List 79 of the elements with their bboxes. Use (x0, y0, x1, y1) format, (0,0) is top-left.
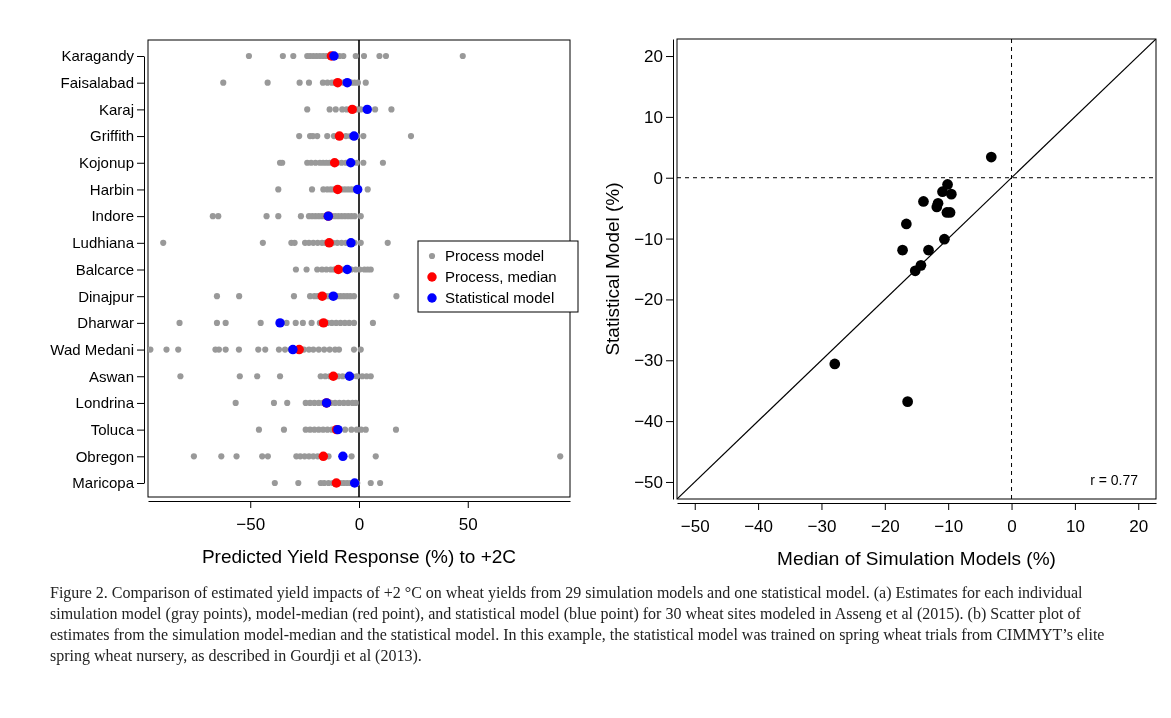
point (349, 131, 359, 141)
point (902, 396, 913, 407)
point (347, 104, 357, 115)
x-tick-label: −50 (236, 514, 266, 534)
y-tick-label: 10 (644, 107, 663, 127)
point (275, 318, 285, 328)
point (342, 77, 352, 88)
y-tick-label: Dharwar (77, 314, 134, 332)
point (324, 238, 334, 248)
point (342, 264, 352, 275)
point (317, 291, 327, 301)
point (897, 244, 908, 256)
x-tick-label: 0 (354, 514, 365, 534)
x-tick-label: 0 (1007, 516, 1017, 536)
point (918, 196, 929, 207)
point (985, 151, 997, 163)
point (923, 244, 934, 256)
point (344, 371, 355, 381)
y-tick-label: Harbin (89, 180, 134, 198)
x-axis-title: Median of Simulation Models (%) (777, 548, 1056, 569)
x-tick-label: 20 (1129, 516, 1149, 536)
point (362, 104, 372, 115)
point (334, 131, 345, 141)
point (318, 318, 329, 328)
caption: Figure 2. Comparison of estimated yield impacts of +2 °C on wheat yields from 29 simulation models and one statistical model. (a) Estimates for each individual simulation model (gray points), model-median (red point), and statistical model (blue point) for 30 wheat sites modeled in Asseng et al (2015). (b) Scatter plot of estimates from the simulation model-median and the statistical model. In this example, the statistical model was trained on spring wheat trials from CIMMYT’s elite spring wheat nursery, as described in Gourdji et al (2013). (50, 583, 1106, 666)
x-tick-label: 50 (458, 514, 478, 534)
point (332, 77, 343, 88)
y-tick-label: Indore (91, 207, 134, 225)
point (332, 184, 343, 195)
point (946, 188, 957, 200)
y-tick-label: Dinajpur (78, 287, 134, 305)
legend-label: Process, median (445, 268, 557, 286)
point (328, 291, 339, 301)
point (352, 184, 363, 195)
point (829, 358, 841, 370)
point (937, 186, 948, 198)
annotation: r = 0.77 (1090, 472, 1139, 488)
x-tick-label: −40 (744, 516, 774, 536)
y-tick-label: Karagandy (61, 47, 135, 65)
x-tick-label: −20 (870, 516, 900, 536)
y-tick-label: Londrina (75, 394, 135, 412)
y-tick-label: Griffith (90, 127, 134, 145)
point (329, 158, 340, 168)
point (346, 238, 356, 248)
point (288, 344, 298, 355)
y-tick-label: 20 (644, 46, 663, 66)
y-tick-label: Kojonup (78, 154, 134, 172)
point (346, 158, 356, 168)
y-tick-label: Balcarce (75, 260, 134, 278)
point (331, 478, 342, 488)
y-tick-label: 0 (653, 168, 663, 188)
y-tick-label: Faisalabad (60, 73, 134, 91)
legend-label: Process model (445, 247, 545, 265)
y-tick-label: Obregon (75, 447, 134, 465)
x-tick-label: 10 (1065, 516, 1085, 536)
y-tick-label: Wad Medani (50, 340, 134, 358)
y-tick-label: Ludhiana (72, 234, 135, 252)
y-tick-label: −10 (634, 229, 663, 249)
y-tick-label: Aswan (88, 367, 134, 385)
x-tick-label: −10 (934, 516, 964, 536)
x-tick-label: −30 (807, 516, 837, 536)
y-tick-label: −50 (634, 472, 663, 492)
point (942, 179, 953, 190)
y-tick-label: Maricopa (72, 474, 135, 492)
point (333, 264, 344, 275)
x-tick-label: −50 (680, 516, 710, 536)
point (328, 371, 339, 381)
point (338, 451, 348, 462)
x-axis-title: Predicted Yield Response (%) to +2C (201, 546, 517, 567)
legend-label: Statistical model (445, 289, 555, 307)
y-tick-label: −40 (634, 412, 663, 432)
point (318, 451, 329, 462)
y-tick-label: −30 (634, 351, 663, 371)
point (349, 478, 360, 488)
y-tick-label: Toluca (90, 420, 135, 438)
y-tick-label: Karaj (98, 100, 134, 118)
point (901, 218, 912, 230)
y-tick-label: −20 (634, 290, 663, 310)
y-axis-title: Statistical Model (%) (602, 182, 623, 356)
